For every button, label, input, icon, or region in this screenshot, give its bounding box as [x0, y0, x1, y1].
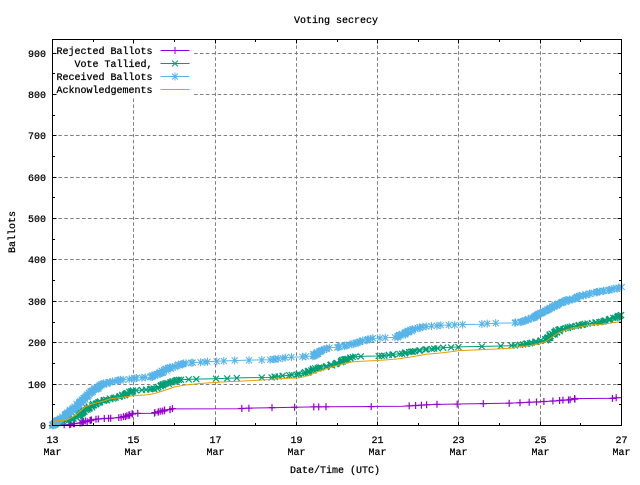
svg-text:15: 15: [127, 436, 139, 447]
svg-text:27: 27: [615, 436, 627, 447]
svg-text:Mar: Mar: [531, 448, 549, 459]
svg-text:Mar: Mar: [612, 448, 630, 459]
svg-text:800: 800: [28, 91, 46, 102]
svg-text:900: 900: [28, 50, 46, 61]
svg-text:Voting secrecy: Voting secrecy: [294, 15, 378, 27]
svg-text:Mar: Mar: [287, 448, 305, 459]
svg-text:Mar: Mar: [43, 448, 61, 459]
svg-text:200: 200: [28, 339, 46, 350]
svg-text:600: 600: [28, 174, 46, 185]
svg-text:Ballots: Ballots: [7, 211, 19, 253]
svg-text:17: 17: [209, 436, 221, 447]
svg-text:Rejected Ballots: Rejected Ballots: [56, 46, 152, 58]
svg-text:Mar: Mar: [124, 448, 142, 459]
svg-text:25: 25: [534, 436, 546, 447]
svg-text:21: 21: [371, 436, 383, 447]
svg-text:400: 400: [28, 256, 46, 267]
svg-text:Vote Tallied,: Vote Tallied,: [74, 59, 152, 71]
svg-text:300: 300: [28, 298, 46, 309]
svg-text:23: 23: [452, 436, 464, 447]
svg-text:Received Ballots: Received Ballots: [56, 72, 152, 84]
svg-text:Mar: Mar: [206, 448, 224, 459]
svg-text:500: 500: [28, 215, 46, 226]
svg-text:Date/Time (UTC): Date/Time (UTC): [290, 465, 380, 477]
svg-text:Acknowledgements: Acknowledgements: [56, 85, 152, 97]
svg-text:700: 700: [28, 132, 46, 143]
svg-text:13: 13: [46, 436, 58, 447]
svg-text:Mar: Mar: [368, 448, 386, 459]
svg-text:19: 19: [290, 436, 302, 447]
svg-text:100: 100: [28, 381, 46, 392]
svg-text:Mar: Mar: [449, 448, 467, 459]
svg-text:0: 0: [40, 422, 46, 433]
